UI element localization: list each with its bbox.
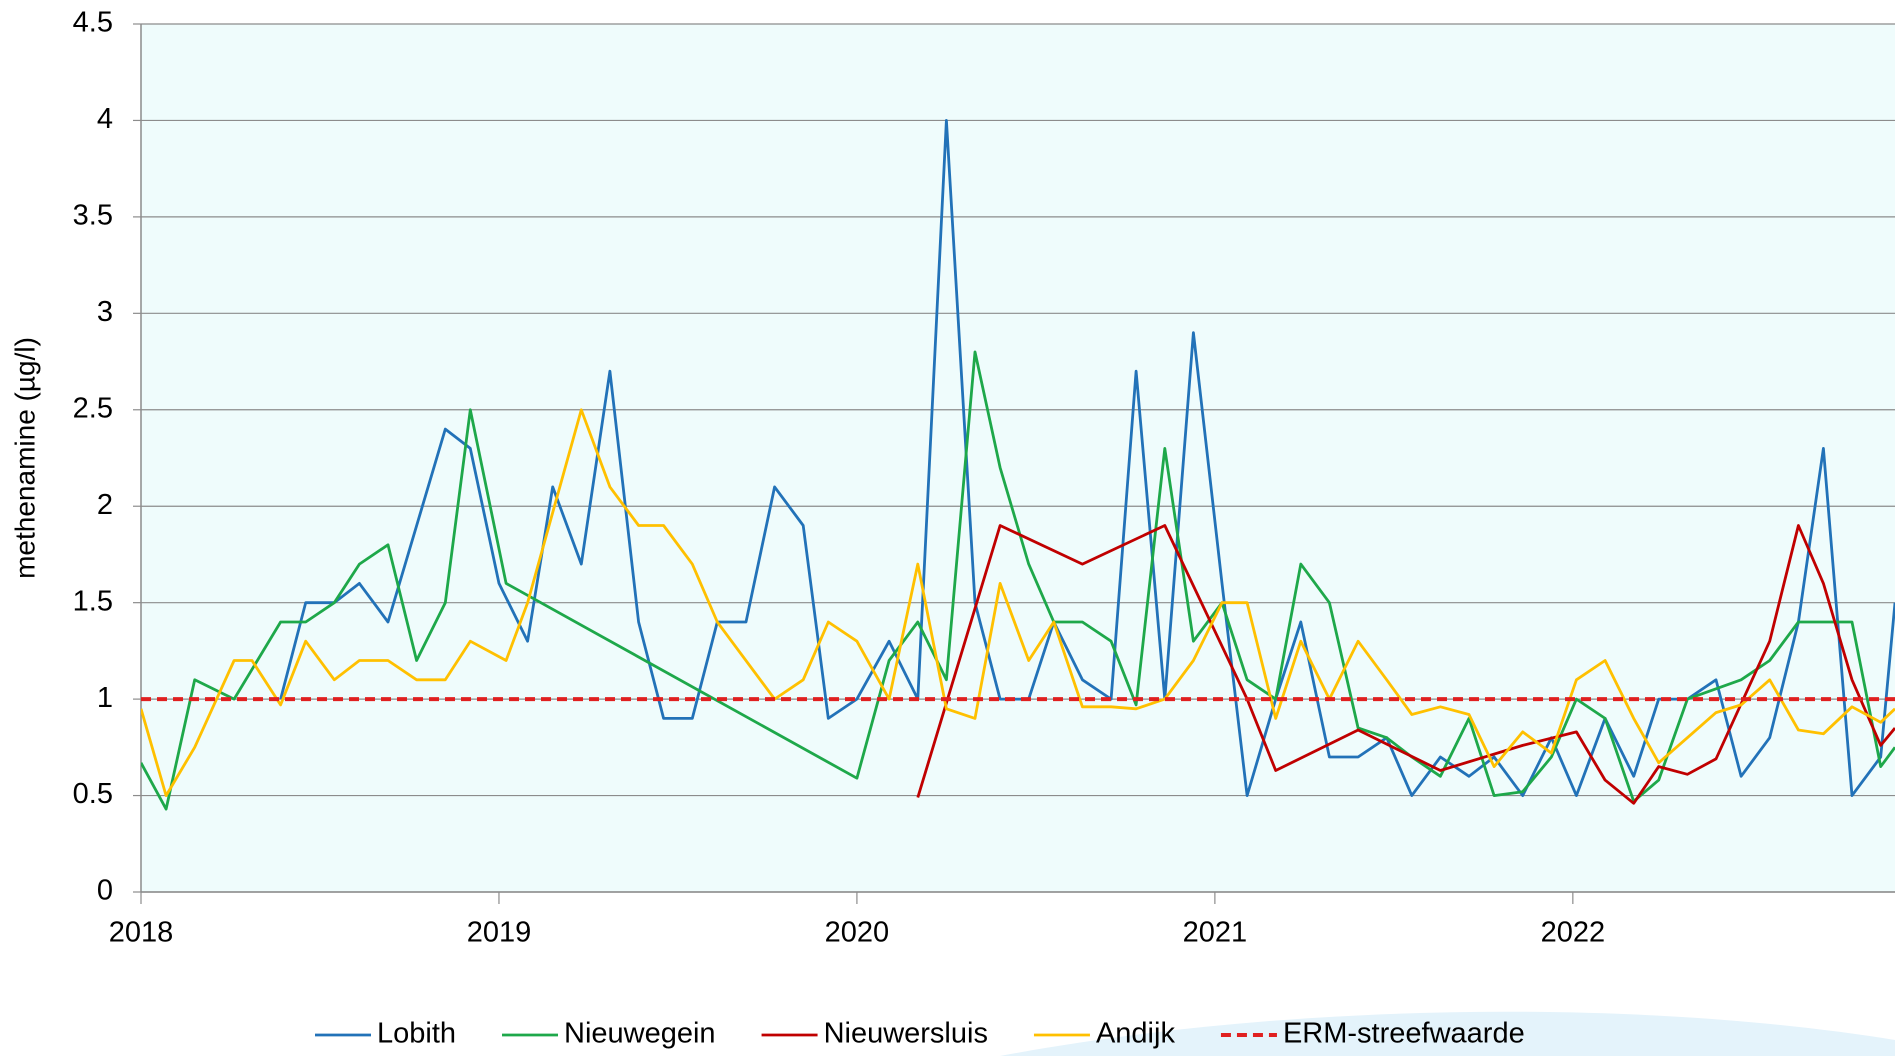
legend-label: Lobith <box>377 1018 456 1050</box>
series-line <box>141 408 1895 797</box>
series-line <box>916 524 1895 805</box>
y-tick-label: 2 <box>97 489 113 521</box>
y-tick-label: 4 <box>97 103 113 135</box>
y-tick-label: 1.5 <box>73 585 113 617</box>
legend-label: Nieuwersluis <box>824 1018 988 1050</box>
y-axis-label: methenamine (µg/l) <box>9 337 40 579</box>
x-tick-label: 2020 <box>825 917 890 949</box>
x-tick-label: 2022 <box>1541 917 1606 949</box>
legend-label: ERM-streefwaarde <box>1283 1018 1525 1050</box>
decoration <box>1000 1011 1895 1056</box>
y-tick-label: 1 <box>97 682 113 714</box>
y-tick-label: 2.5 <box>73 392 113 424</box>
legend-label: Andijk <box>1096 1018 1175 1050</box>
plot-area <box>133 23 1895 904</box>
y-tick-label: 3.5 <box>73 200 113 232</box>
y-tick-label: 0.5 <box>73 778 113 810</box>
x-tick-label: 2018 <box>109 917 174 949</box>
series-group <box>141 119 1895 811</box>
y-tick-label: 0 <box>97 875 113 907</box>
plot-background <box>141 24 1895 892</box>
y-tick-label: 3 <box>97 296 113 328</box>
series-line <box>279 119 1895 797</box>
legend-label: Nieuwegein <box>564 1018 716 1050</box>
y-tick-label: 4.5 <box>73 7 113 39</box>
series-line <box>141 350 1895 811</box>
x-tick-label: 2021 <box>1183 917 1248 949</box>
x-tick-label: 2019 <box>467 917 532 949</box>
